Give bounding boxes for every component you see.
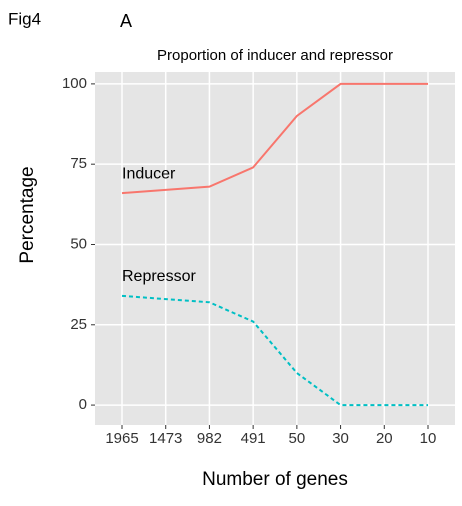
x-tick-label: 50 <box>289 430 306 447</box>
figure-label: Fig4 <box>8 9 41 28</box>
line-series <box>121 294 428 407</box>
y-tick-label: 50 <box>70 235 87 252</box>
y-tick-label: 75 <box>70 155 87 172</box>
x-tick-label: 20 <box>376 430 393 447</box>
chart-title: Proportion of inducer and repressor <box>157 47 393 64</box>
x-tick-label: 982 <box>197 430 222 447</box>
x-tick-label: 30 <box>332 430 349 447</box>
x-tick-label: 1473 <box>149 430 182 447</box>
series-label: Inducer <box>122 165 176 182</box>
line-series <box>121 82 428 195</box>
panel-label: A <box>120 11 132 31</box>
x-tick-label: 491 <box>241 430 266 447</box>
plot-background <box>95 72 455 425</box>
x-axis-title: Number of genes <box>202 469 348 490</box>
y-axis-title: Percentage <box>17 166 38 263</box>
y-tick-label: 100 <box>62 75 87 92</box>
y-tick-label: 0 <box>79 396 87 413</box>
x-tick-label: 10 <box>420 430 437 447</box>
series-label: Repressor <box>122 268 196 285</box>
x-tick-label: 1965 <box>105 430 138 447</box>
y-tick-label: 25 <box>70 316 87 333</box>
